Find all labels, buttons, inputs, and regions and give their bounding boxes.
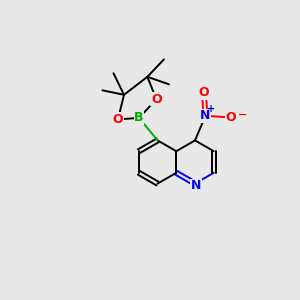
Text: −: − — [238, 110, 248, 120]
Text: B: B — [134, 111, 144, 124]
Text: O: O — [226, 111, 236, 124]
Text: +: + — [207, 104, 215, 114]
Text: O: O — [199, 86, 209, 99]
Text: N: N — [200, 109, 211, 122]
Text: O: O — [151, 93, 162, 106]
Text: O: O — [113, 113, 123, 126]
Text: N: N — [191, 179, 201, 192]
